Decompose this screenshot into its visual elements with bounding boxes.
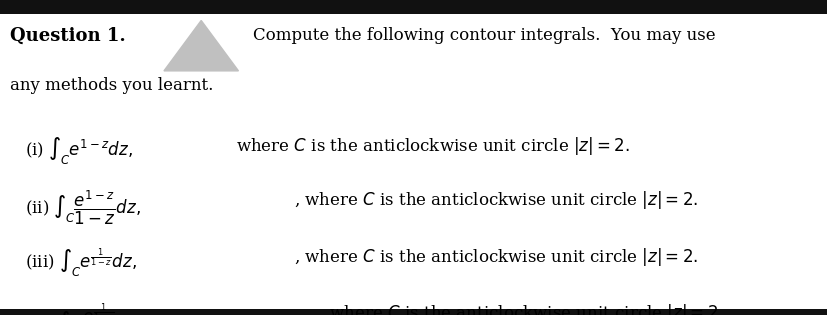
Bar (0, 309, 827, 315)
Text: (i) $\int_C e^{1-z}dz,$: (i) $\int_C e^{1-z}dz,$ (25, 135, 132, 166)
Text: (iii) $\int_C e^{\frac{1}{1-z}}dz,$: (iii) $\int_C e^{\frac{1}{1-z}}dz,$ (25, 246, 136, 278)
Bar (0, 0, 827, 14)
Text: , where $C$ is the anticlockwise unit circle $|z| = 2.$: , where $C$ is the anticlockwise unit ci… (318, 302, 722, 315)
Text: , where $C$ is the anticlockwise unit circle $|z| = 2.$: , where $C$ is the anticlockwise unit ci… (294, 246, 697, 268)
Text: any methods you learnt.: any methods you learnt. (10, 77, 213, 94)
Text: Question 1.: Question 1. (10, 27, 126, 45)
Text: (iv) $\int_C \dfrac{e^{\frac{1}{1-z}}}{1-z}dz,$: (iv) $\int_C \dfrac{e^{\frac{1}{1-z}}}{1… (25, 302, 145, 315)
Text: Compute the following contour integrals.  You may use: Compute the following contour integrals.… (252, 27, 715, 44)
Polygon shape (164, 20, 238, 71)
Text: (ii) $\int_C \dfrac{e^{1-z}}{1-z}dz,$: (ii) $\int_C \dfrac{e^{1-z}}{1-z}dz,$ (25, 189, 141, 227)
Text: , where $C$ is the anticlockwise unit circle $|z| = 2.$: , where $C$ is the anticlockwise unit ci… (294, 189, 697, 211)
Text: where $C$ is the anticlockwise unit circle $|z| = 2.$: where $C$ is the anticlockwise unit circ… (236, 135, 629, 158)
